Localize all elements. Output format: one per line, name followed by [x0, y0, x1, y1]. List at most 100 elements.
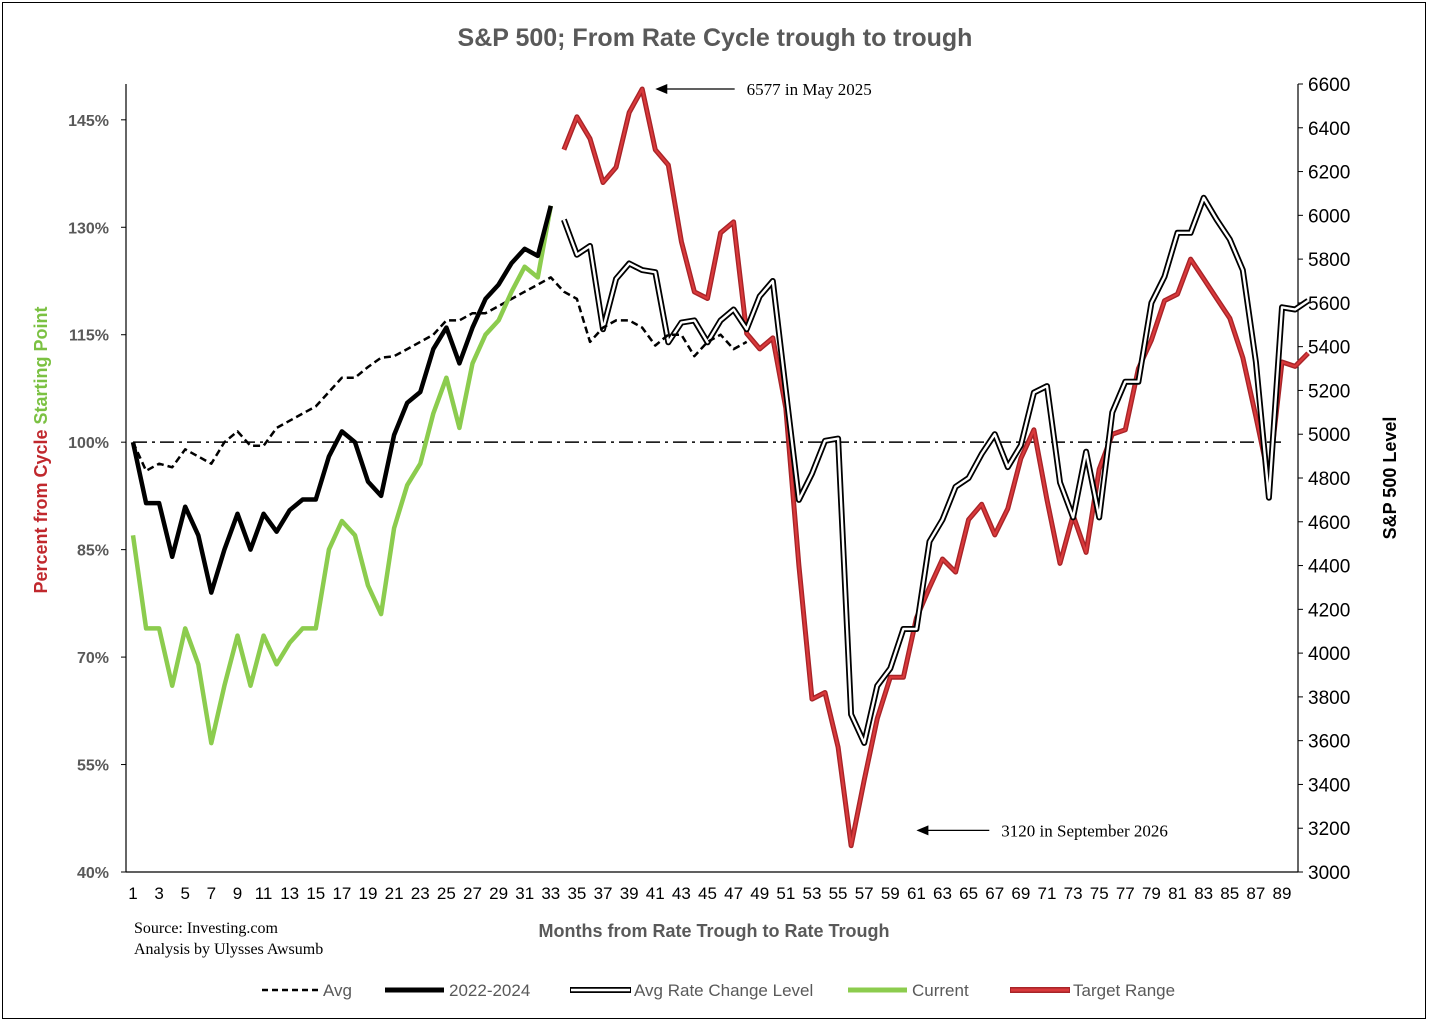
- right-tick-label: 4400: [1308, 557, 1350, 578]
- x-tick-label: 67: [985, 884, 1004, 903]
- x-tick-label: 79: [1142, 884, 1161, 903]
- left-tick-label: 100%: [68, 435, 109, 452]
- legend-label-current: Current: [912, 981, 969, 1000]
- x-tick-label: 65: [959, 884, 978, 903]
- right-tick-label: 5600: [1308, 294, 1350, 315]
- legend-item-2022-2024: 2022-2024: [385, 981, 530, 1000]
- series-layer: [130, 86, 1310, 849]
- annotation-arrowhead-1: [655, 84, 668, 95]
- left-axis-ticks: 40% 55% 70% 85% 100% 115% 130% 145%: [68, 113, 126, 882]
- x-tick-label: 75: [1090, 884, 1109, 903]
- left-tick-label: 85%: [77, 543, 109, 560]
- left-tick-label: 40%: [77, 865, 109, 882]
- right-tick-label: 3200: [1308, 819, 1350, 840]
- left-tick-label: 70%: [77, 650, 109, 667]
- x-tick-label: 11: [255, 884, 273, 903]
- x-tick-label: 45: [698, 884, 717, 903]
- right-tick-label: 3800: [1308, 688, 1350, 709]
- legend-item-avg: Avg: [262, 981, 352, 1000]
- x-tick-label: 59: [881, 884, 900, 903]
- annotation-arrowhead-2: [916, 825, 929, 836]
- right-tick-label: 5800: [1308, 250, 1350, 271]
- x-tick-label: 29: [489, 884, 508, 903]
- right-tick-label: 3400: [1308, 775, 1350, 796]
- x-tick-label: 57: [855, 884, 874, 903]
- annotations-layer: 6577 in May 2025 3120 in September 2026: [655, 80, 1168, 840]
- series-avg-rate-change: [562, 196, 1309, 745]
- left-tick-label: 115%: [69, 328, 109, 345]
- x-tick-label: 7: [207, 884, 216, 903]
- legend: Avg 2022-2024 Avg Rate Change Level Curr…: [262, 981, 1175, 1000]
- left-axis-label-part2: Starting Point: [31, 306, 51, 424]
- legend-label-avg: Avg: [323, 981, 352, 1000]
- x-tick-label: 39: [620, 884, 639, 903]
- x-tick-label: 37: [594, 884, 613, 903]
- x-tick-label: 63: [933, 884, 952, 903]
- right-tick-label: 5200: [1308, 381, 1350, 402]
- legend-item-target: Target Range: [1010, 981, 1175, 1000]
- x-tick-label: 27: [463, 884, 482, 903]
- x-tick-label: 51: [776, 884, 795, 903]
- legend-item-current: Current: [848, 981, 969, 1000]
- left-axis-label: Percent from Cycle Starting Point: [31, 306, 51, 593]
- x-tick-label: 69: [1011, 884, 1030, 903]
- x-tick-label: 83: [1194, 884, 1213, 903]
- x-tick-label: 71: [1038, 884, 1057, 903]
- right-axis-label: S&P 500 Level: [1380, 417, 1400, 540]
- left-tick-label: 55%: [77, 758, 109, 775]
- series-2022-2024: [130, 205, 553, 595]
- x-tick-label: 35: [567, 884, 586, 903]
- x-tick-label: 31: [515, 884, 534, 903]
- annotation-text-1: 6577 in May 2025: [747, 80, 872, 99]
- x-tick-label: 3: [154, 884, 163, 903]
- legend-label-2022-2024: 2022-2024: [449, 981, 530, 1000]
- right-tick-label: 3600: [1308, 732, 1350, 753]
- right-tick-label: 4600: [1308, 513, 1350, 534]
- x-tick-label: 49: [750, 884, 769, 903]
- x-tick-label: 13: [280, 884, 299, 903]
- left-tick-label: 130%: [68, 220, 109, 237]
- x-tick-label: 43: [672, 884, 691, 903]
- x-tick-label: 9: [233, 884, 242, 903]
- right-tick-label: 6000: [1308, 206, 1350, 227]
- chart-title: S&P 500; From Rate Cycle trough to troug…: [458, 24, 973, 52]
- x-tick-label: 17: [332, 884, 351, 903]
- legend-label-target: Target Range: [1073, 981, 1175, 1000]
- series-current: [130, 205, 554, 746]
- x-axis-ticks: 1 3 5 7 9 11 13 15 17 19 21 23 25 27 29 31 33 35 37 39 41 43 4…: [128, 884, 1291, 903]
- x-tick-label: 87: [1246, 884, 1265, 903]
- x-tick-label: 73: [1064, 884, 1083, 903]
- series-avg-rate-change-outline: [561, 194, 1310, 746]
- x-tick-label: 25: [437, 884, 456, 903]
- x-tick-label: 33: [541, 884, 560, 903]
- x-tick-label: 85: [1220, 884, 1239, 903]
- plot-area: [125, 84, 1299, 873]
- x-tick-label: 61: [907, 884, 926, 903]
- right-tick-label: 5400: [1308, 338, 1350, 359]
- right-tick-label: 6400: [1308, 119, 1350, 140]
- x-tick-label: 21: [385, 884, 404, 903]
- series-target-range: [562, 87, 1309, 847]
- analysis-text: Analysis by Ulysses Awsumb: [134, 941, 323, 958]
- right-tick-label: 4800: [1308, 469, 1350, 490]
- right-tick-label: 3000: [1308, 863, 1350, 884]
- x-tick-label: 1: [128, 884, 137, 903]
- x-tick-label: 23: [411, 884, 430, 903]
- x-tick-label: 77: [1116, 884, 1135, 903]
- right-tick-label: 5000: [1308, 425, 1350, 446]
- source-text: Source: Investing.com: [134, 920, 279, 937]
- x-tick-label: 55: [829, 884, 848, 903]
- x-tick-label: 81: [1168, 884, 1187, 903]
- annotation-text-2: 3120 in September 2026: [1001, 821, 1168, 840]
- right-tick-label: 4000: [1308, 644, 1350, 665]
- x-tick-label: 89: [1273, 884, 1292, 903]
- x-tick-label: 47: [724, 884, 743, 903]
- legend-label-avg-rate-change: Avg Rate Change Level: [634, 981, 813, 1000]
- x-tick-label: 15: [306, 884, 325, 903]
- legend-item-avg-rate-change: Avg Rate Change Level: [570, 981, 813, 1000]
- left-tick-label: 145%: [68, 113, 109, 130]
- x-tick-label: 41: [646, 884, 665, 903]
- right-tick-label: 6200: [1308, 163, 1350, 184]
